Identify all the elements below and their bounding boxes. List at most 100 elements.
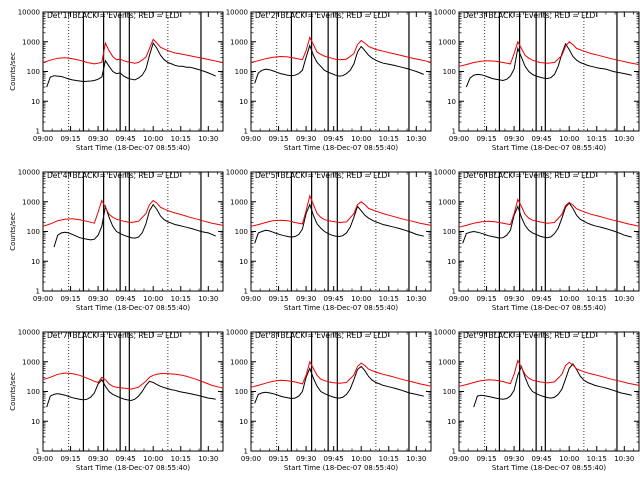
y-tick-label: 1000 [230, 198, 248, 206]
y-tick-label: 1000 [438, 38, 456, 46]
x-tick-label: 09:15 [268, 295, 288, 303]
x-tick-label: 09:30 [296, 135, 316, 143]
events-series-line [473, 362, 632, 408]
y-tick-label: 10000 [226, 169, 248, 177]
x-axis-label: Start Time (18-Dec-07 08:55:40) [284, 144, 398, 152]
panel-title: Det 5f BLACK = Events, RED = LLD [255, 171, 388, 180]
x-tick-label: 09:45 [532, 455, 552, 463]
x-tick-label: 09:15 [268, 455, 288, 463]
detector-panel: Det 6f BLACK = Events, RED = LLD 1 10 100 10… [434, 169, 640, 312]
x-tick-label: 09:15 [60, 295, 80, 303]
y-tick-label: 100 [27, 228, 40, 236]
x-tick-label: 09:45 [324, 135, 344, 143]
x-tick-label: 10:30 [614, 135, 634, 143]
x-tick-label: 10:30 [614, 455, 634, 463]
y-tick-label: 1 [452, 448, 456, 456]
y-tick-label: 1000 [438, 358, 456, 366]
x-axis-label: Start Time (18-Dec-07 08:55:40) [492, 304, 606, 312]
x-tick-label: 10:30 [406, 455, 426, 463]
lld-series-line [250, 36, 432, 63]
x-axis-label: Start Time (18-Dec-07 08:55:40) [492, 464, 606, 472]
y-tick-label: 100 [235, 68, 248, 76]
y-tick-label: 1000 [230, 358, 248, 366]
x-tick-label: 09:45 [532, 135, 552, 143]
x-tick-label: 09:15 [60, 135, 80, 143]
y-tick-label: 1 [36, 448, 40, 456]
y-tick-label: 10000 [18, 9, 40, 17]
x-tick-label: 09:00 [449, 455, 469, 463]
y-tick-label: 1 [452, 288, 456, 296]
panel-title: Det 7f BLACK = Events, RED = LLD [47, 331, 180, 340]
x-tick-label: 09:30 [504, 455, 524, 463]
detector-panel: Det 5f BLACK = Events, RED = LLD 1 10 100 10… [226, 169, 432, 312]
panel-title: Det 9f BLACK = Events, RED = LLD [463, 331, 596, 340]
detector-panel: Det 1f BLACK = Events, RED = LLD 1 10 100 10… [9, 9, 224, 152]
detector-panel: Det 4f BLACK = Events, RED = LLD 1 10 100 10… [9, 169, 224, 312]
panel-title: Det 1f BLACK = Events, RED = LLD [47, 11, 180, 20]
lld-series-line [458, 359, 640, 387]
y-tick-label: 10 [31, 98, 40, 106]
x-tick-label: 10:15 [171, 455, 191, 463]
detector-panel: Det 3f BLACK = Events, RED = LLD 1 10 100 10… [434, 9, 640, 152]
x-tick-label: 10:30 [614, 295, 634, 303]
x-axis-label: Start Time (18-Dec-07 08:55:40) [284, 464, 398, 472]
y-tick-label: 10000 [226, 329, 248, 337]
lld-series-line [458, 40, 640, 67]
x-tick-label: 09:45 [532, 295, 552, 303]
y-tick-label: 100 [443, 68, 456, 76]
x-tick-label: 10:15 [171, 295, 191, 303]
x-tick-label: 09:00 [241, 455, 261, 463]
y-tick-label: 100 [235, 388, 248, 396]
events-series-line [254, 203, 424, 244]
panel-title: Det 2f BLACK = Events, RED = LLD [255, 11, 388, 20]
y-tick-label: 1000 [22, 198, 40, 206]
y-tick-label: 10000 [434, 329, 456, 337]
x-tick-label: 09:45 [116, 295, 136, 303]
x-tick-label: 09:30 [296, 295, 316, 303]
x-tick-label: 09:30 [88, 295, 108, 303]
x-tick-label: 10:00 [351, 135, 371, 143]
y-tick-label: 100 [443, 228, 456, 236]
y-axis-label: Counts/sec [9, 212, 17, 251]
x-tick-label: 09:30 [296, 455, 316, 463]
x-tick-label: 10:30 [406, 135, 426, 143]
x-tick-label: 09:00 [449, 135, 469, 143]
y-tick-label: 1000 [438, 198, 456, 206]
y-tick-label: 1 [244, 288, 248, 296]
lld-series-line [42, 372, 224, 390]
x-tick-label: 10:15 [587, 295, 607, 303]
events-series-line [462, 202, 632, 244]
lld-series-line [250, 360, 432, 388]
events-series-line [465, 42, 632, 88]
x-tick-label: 09:00 [449, 295, 469, 303]
x-tick-label: 10:00 [143, 295, 163, 303]
x-tick-label: 09:15 [476, 455, 496, 463]
x-axis-label: Start Time (18-Dec-07 08:55:40) [76, 464, 190, 472]
y-tick-label: 10000 [226, 9, 248, 17]
lld-series-line [458, 198, 640, 228]
x-tick-label: 09:45 [324, 455, 344, 463]
y-tick-label: 10 [31, 418, 40, 426]
x-tick-label: 09:30 [504, 295, 524, 303]
y-tick-label: 10 [239, 418, 248, 426]
y-tick-label: 1 [452, 128, 456, 136]
y-tick-label: 1000 [230, 38, 248, 46]
events-series-line [46, 378, 216, 408]
events-series-line [254, 43, 424, 84]
detector-panel: Det 7f BLACK = Events, RED = LLD 1 10 100 10… [9, 329, 224, 472]
y-tick-label: 10000 [18, 169, 40, 177]
x-tick-label: 09:00 [241, 135, 261, 143]
x-tick-label: 09:30 [504, 135, 524, 143]
x-tick-label: 10:00 [351, 295, 371, 303]
y-tick-label: 10 [31, 258, 40, 266]
x-tick-label: 09:45 [116, 455, 136, 463]
y-tick-label: 1000 [22, 358, 40, 366]
x-tick-label: 10:15 [171, 135, 191, 143]
x-tick-label: 09:15 [476, 135, 496, 143]
x-tick-label: 09:15 [60, 455, 80, 463]
x-tick-label: 10:00 [559, 135, 579, 143]
x-tick-label: 10:30 [198, 455, 218, 463]
x-tick-label: 10:00 [559, 455, 579, 463]
panel-title: Det 8f BLACK = Events, RED = LLD [255, 331, 388, 340]
